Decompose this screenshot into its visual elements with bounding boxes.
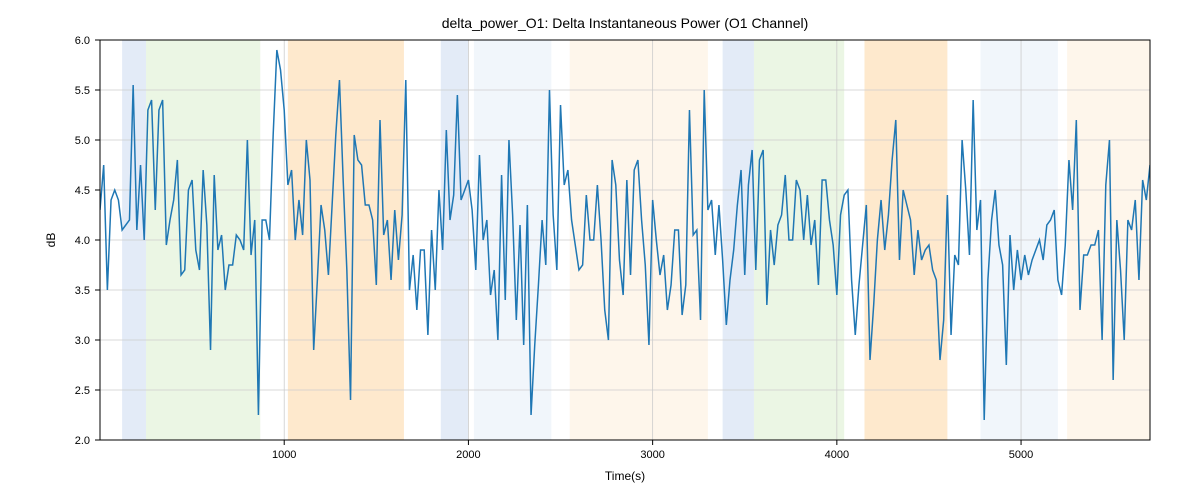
ytick-label: 5.0 bbox=[75, 135, 90, 147]
xtick-label: 5000 bbox=[1009, 449, 1033, 461]
ytick-label: 6.0 bbox=[75, 35, 90, 47]
xtick-label: 2000 bbox=[456, 449, 480, 461]
y-axis-label: dB bbox=[44, 233, 58, 248]
ytick-label: 5.5 bbox=[75, 85, 90, 97]
ytick-label: 4.5 bbox=[75, 185, 90, 197]
xtick-label: 4000 bbox=[825, 449, 849, 461]
x-axis-label: Time(s) bbox=[605, 469, 645, 483]
ytick-label: 3.0 bbox=[75, 335, 90, 347]
ytick-label: 3.5 bbox=[75, 285, 90, 297]
chart-container: 1000 2000 3000 4000 5000 2.0 2.5 3.0 3.5 4.0 4.5 5.… bbox=[0, 0, 1200, 500]
ytick-label: 2.5 bbox=[75, 385, 90, 397]
line-chart: 1000 2000 3000 4000 5000 2.0 2.5 3.0 3.5 4.0 4.5 5.… bbox=[0, 0, 1200, 500]
chart-title: delta_power_O1: Delta Instantaneous Powe… bbox=[442, 15, 809, 31]
xtick-label: 1000 bbox=[272, 449, 296, 461]
ytick-label: 4.0 bbox=[75, 235, 90, 247]
xtick-label: 3000 bbox=[640, 449, 664, 461]
ytick-label: 2.0 bbox=[75, 435, 90, 447]
